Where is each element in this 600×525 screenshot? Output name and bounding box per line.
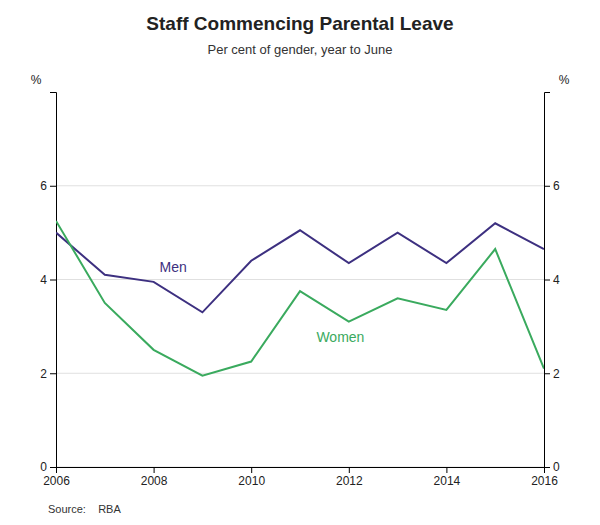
lines: [56, 221, 544, 376]
tick: 2008: [141, 467, 168, 488]
tick: 2: [544, 367, 560, 381]
series-label: Men: [160, 259, 187, 275]
tick: 2010: [238, 467, 265, 488]
series-label: Women: [316, 329, 364, 345]
source: Source: RBA: [48, 503, 121, 515]
series-line: [56, 221, 544, 376]
tick-mark: [50, 467, 56, 468]
tick-label: 6: [40, 179, 47, 193]
series-line: [56, 223, 544, 312]
tick-label: 2016: [531, 474, 558, 488]
plot: 20062008201020122014201602460246%%MenWom…: [31, 73, 570, 488]
tick-mark: [50, 280, 56, 281]
tick-label: 2014: [434, 474, 461, 488]
y2-axis-label: %: [559, 73, 570, 87]
tick: 2014: [434, 467, 461, 488]
tick-label: 2: [553, 367, 560, 381]
tick-label: 2006: [43, 474, 70, 488]
axis-line: [545, 93, 551, 468]
tick-label: 0: [553, 460, 560, 474]
tick-mark: [544, 373, 550, 374]
tick-mark: [544, 280, 550, 281]
axis-line: [50, 93, 57, 468]
y2-axis: 0 2 4 6: [544, 93, 560, 475]
tick-mark: [544, 467, 550, 468]
tick-label: 2008: [141, 474, 168, 488]
y-axis-label: %: [31, 73, 42, 87]
grid-line: [56, 373, 544, 374]
title: Staff Commencing Parental Leave: [146, 13, 453, 34]
grid: [56, 186, 544, 467]
tick-mark: [251, 467, 252, 473]
tick-label: 4: [553, 273, 560, 287]
y-axis: 0 2 4 6: [40, 93, 56, 475]
tick: 6: [544, 179, 560, 193]
tick-mark: [544, 186, 550, 187]
series-labels: Men Women: [160, 259, 365, 346]
axis-line: [57, 468, 545, 474]
grid-line: [56, 185, 544, 186]
tick: 2012: [336, 467, 363, 488]
tick-label: 0: [40, 460, 47, 474]
tick: 6: [40, 179, 56, 193]
chart: Staff Commencing Parental Leave Per cent …: [0, 0, 600, 525]
tick-label: 6: [553, 179, 560, 193]
tick-mark: [349, 467, 350, 473]
tick: 2006: [43, 467, 70, 488]
subtitle: Per cent of gender, year to June: [207, 42, 392, 57]
tick-label: 2: [40, 367, 47, 381]
tick: 4: [40, 273, 56, 287]
tick: 2: [40, 367, 56, 381]
x-axis: 2006 2008 2010 2012 2014 2016: [43, 467, 558, 488]
tick-mark: [50, 373, 56, 374]
tick: 0: [544, 460, 560, 474]
tick: 0: [40, 460, 56, 474]
tick-label: 2010: [238, 474, 265, 488]
tick: 4: [544, 273, 560, 287]
tick-mark: [154, 467, 155, 473]
tick-mark: [50, 186, 56, 187]
tick-label: 4: [40, 273, 47, 287]
tick-label: 2012: [336, 474, 363, 488]
tick-mark: [446, 467, 447, 473]
